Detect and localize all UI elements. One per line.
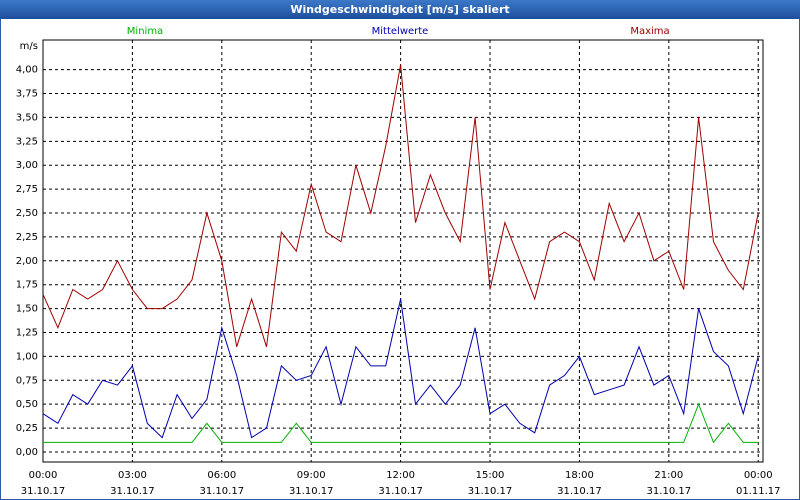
y-tick-label: 3,75 — [16, 89, 38, 100]
y-tick-label: 3,50 — [16, 112, 38, 123]
x-tick-date: 31.10.17 — [468, 486, 513, 497]
x-tick-label: 00:00 — [29, 470, 58, 481]
x-tick-date: 31.10.17 — [647, 486, 692, 497]
legend-label: Mittelwerte — [372, 26, 429, 37]
y-tick-label: 1,50 — [16, 304, 38, 315]
x-tick-label: 21:00 — [654, 470, 683, 481]
y-tick-label: 1,00 — [16, 351, 38, 362]
x-tick-date: 31.10.17 — [110, 486, 155, 497]
plot-frame — [42, 39, 764, 463]
x-tick-date: 01.11.17 — [736, 486, 781, 497]
x-tick-date: 31.10.17 — [557, 486, 602, 497]
x-tick-date: 31.10.17 — [289, 486, 334, 497]
x-tick-date: 31.10.17 — [378, 486, 423, 497]
x-tick-label: 00:00 — [744, 470, 773, 481]
x-tick-date: 31.10.17 — [200, 486, 245, 497]
x-tick-label: 12:00 — [386, 470, 415, 481]
y-tick-label: 3,00 — [16, 160, 38, 171]
x-tick-label: 18:00 — [565, 470, 594, 481]
y-tick-label: 0,75 — [16, 375, 38, 386]
y-tick-label: 1,25 — [16, 327, 38, 338]
y-tick-label: 2,50 — [16, 208, 38, 219]
x-tick-label: 03:00 — [118, 470, 147, 481]
x-tick-label: 15:00 — [476, 470, 505, 481]
x-tick-date: 31.10.17 — [21, 486, 66, 497]
y-tick-label: 2,75 — [16, 184, 38, 195]
x-tick-label: 09:00 — [297, 470, 326, 481]
y-tick-label: 4,00 — [16, 65, 38, 76]
y-tick-label: 2,25 — [16, 232, 38, 243]
title-bar — [0, 0, 800, 19]
y-tick-label: 0,50 — [16, 399, 38, 410]
y-tick-label: 0,25 — [16, 423, 38, 434]
series-line — [43, 402, 759, 444]
series-line — [42, 298, 759, 439]
series-line — [42, 64, 759, 347]
x-tick-label: 06:00 — [207, 470, 236, 481]
chart-title: Windgeschwindigkeit [m/s] skaliert — [290, 3, 509, 16]
y-tick-label: 3,25 — [16, 136, 38, 147]
legend-label: Minima — [127, 26, 163, 37]
y-axis-label: m/s — [20, 41, 38, 52]
y-tick-label: 0,00 — [16, 447, 38, 458]
legend-label: Maxima — [630, 26, 669, 37]
y-tick-label: 1,75 — [16, 280, 38, 291]
y-tick-label: 2,00 — [16, 256, 38, 267]
